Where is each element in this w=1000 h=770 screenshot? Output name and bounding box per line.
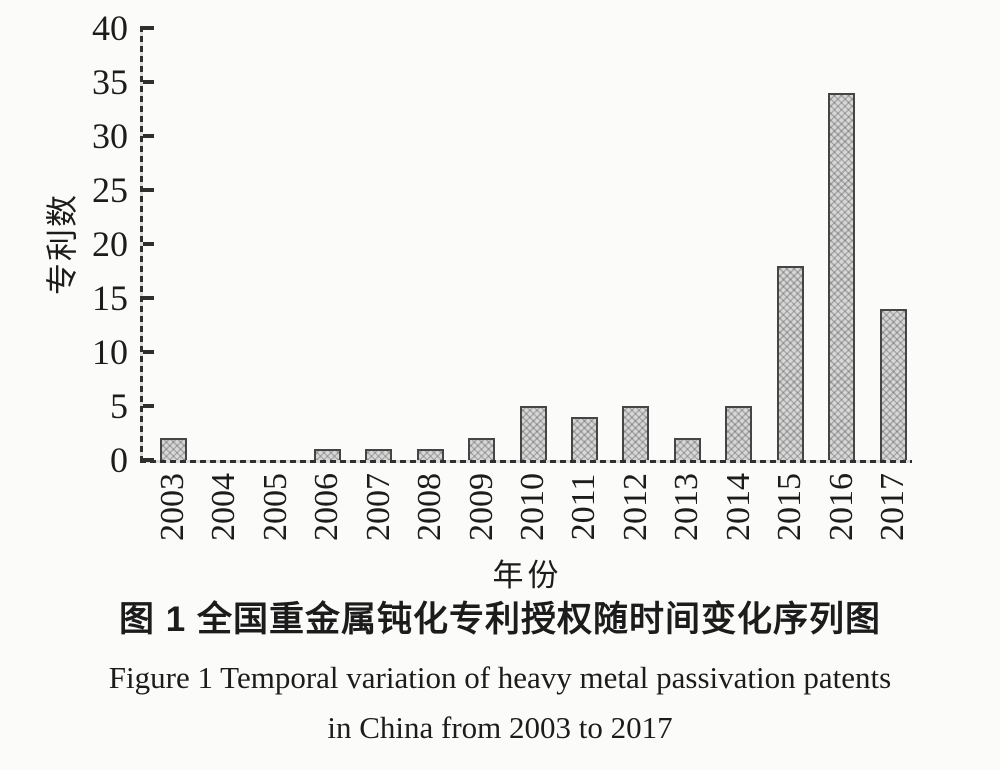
figure-caption-en-line1: Figure 1 Temporal variation of heavy met… — [108, 660, 892, 695]
y-tick-label: 10 — [92, 332, 128, 372]
y-tick-label: 35 — [92, 62, 128, 102]
x-axis-label: 年份 — [492, 558, 563, 593]
x-tick-label: 2003 — [154, 473, 191, 541]
bar-2014 — [725, 406, 753, 460]
y-axis-line — [140, 26, 143, 463]
x-tick-label: 2011 — [565, 473, 603, 541]
bar-2015 — [776, 265, 804, 460]
figure-caption-zh: 图 1 全国重金属钝化专利授权随时间变化序列图 — [119, 600, 881, 639]
y-tick-mark — [143, 188, 154, 192]
x-tick-label: 2005 — [256, 473, 294, 541]
y-tick-label: 5 — [110, 386, 128, 426]
bar-2006 — [313, 449, 341, 460]
bar-2009 — [468, 438, 496, 460]
x-tick-label: 2014 — [719, 473, 757, 541]
x-tick-label: 2010 — [514, 473, 551, 541]
x-tick-label: 2017 — [874, 473, 912, 541]
bar-2010 — [519, 406, 547, 460]
bar-2003 — [159, 438, 187, 460]
y-tick-mark — [143, 80, 154, 84]
y-tick-mark — [143, 242, 154, 246]
y-tick-label: 40 — [92, 8, 128, 48]
y-tick-label: 20 — [92, 224, 128, 264]
x-tick-label: 2008 — [411, 473, 449, 541]
x-tick-label: 2015 — [771, 473, 809, 541]
x-tick-label: 2007 — [359, 473, 397, 541]
y-tick-mark — [143, 458, 154, 462]
bar-2016 — [828, 92, 856, 460]
x-tick-label: 2013 — [668, 473, 706, 541]
y-tick-mark — [143, 26, 154, 30]
bar-2012 — [622, 406, 650, 460]
bar-2008 — [416, 449, 444, 460]
x-tick-label: 2004 — [205, 473, 243, 541]
x-tick-label: 2006 — [308, 473, 346, 541]
x-tick-label: 2012 — [616, 473, 654, 541]
x-tick-label: 2009 — [462, 473, 500, 541]
y-tick-mark — [143, 404, 154, 408]
bar-2017 — [879, 308, 907, 460]
figure-caption-en-line2: in China from 2003 to 2017 — [327, 710, 673, 745]
y-tick-label: 15 — [92, 278, 128, 318]
y-tick-mark — [143, 296, 154, 300]
y-tick-mark — [143, 134, 154, 138]
y-tick-mark — [143, 350, 154, 354]
x-axis-line — [140, 460, 912, 463]
y-tick-label: 25 — [92, 170, 128, 210]
bar-2007 — [365, 449, 393, 460]
y-tick-label: 30 — [92, 116, 128, 156]
bar-2013 — [673, 438, 701, 460]
x-tick-label: 2016 — [822, 473, 860, 541]
bar-2011 — [570, 416, 598, 460]
y-tick-label: 0 — [110, 440, 128, 480]
